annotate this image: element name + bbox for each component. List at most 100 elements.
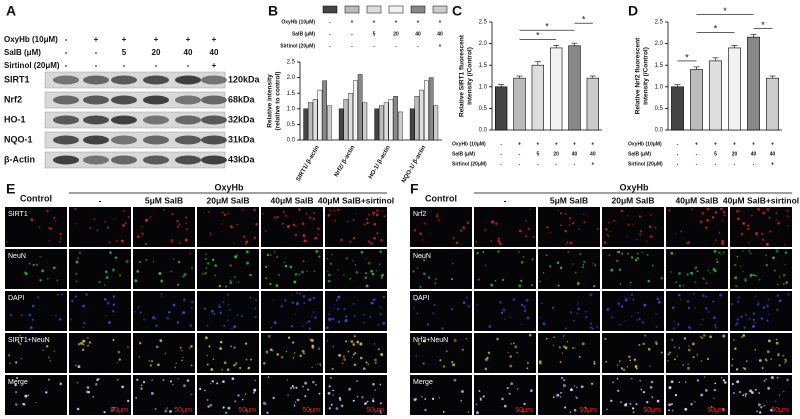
cell-signal	[340, 404, 344, 408]
cell-signal	[560, 376, 564, 380]
cell-signal	[233, 346, 236, 349]
cell-signal	[176, 225, 180, 228]
cell-signal	[722, 210, 726, 214]
cell-signal	[352, 399, 355, 402]
cell-signal	[517, 388, 519, 390]
condition-label: OxyHb (10μM)	[281, 19, 315, 25]
cell-signal	[760, 232, 764, 235]
cell-signal	[636, 252, 639, 255]
cell-signal	[140, 387, 143, 390]
cell-signal	[748, 317, 751, 320]
cell-signal	[332, 394, 334, 396]
cell-signal	[569, 411, 572, 414]
micrograph	[538, 333, 600, 373]
cell-signal	[345, 315, 348, 318]
cell-signal	[298, 292, 301, 295]
cell-signal	[177, 260, 181, 264]
cell-signal	[280, 305, 283, 308]
cell-signal	[264, 230, 267, 232]
cell-signal	[286, 225, 290, 228]
cell-signal	[784, 244, 786, 246]
cell-signal	[56, 279, 58, 282]
cell-signal	[562, 384, 566, 388]
cell-signal	[364, 276, 368, 280]
cell-signal	[139, 311, 142, 314]
cell-signal	[24, 272, 28, 276]
micrograph	[730, 291, 792, 331]
cell-signal	[209, 234, 212, 236]
cell-signal	[636, 256, 640, 260]
cell-signal	[787, 225, 789, 227]
cell-signal	[212, 358, 215, 360]
cell-signal	[580, 385, 584, 389]
cell-signal	[171, 212, 174, 215]
cell-signal	[218, 305, 221, 309]
cell-signal	[70, 318, 72, 321]
cell-signal	[624, 296, 626, 298]
micrograph	[261, 207, 323, 247]
condition-value: -	[65, 48, 68, 57]
cell-signal	[715, 239, 717, 242]
cell-signal	[417, 342, 421, 346]
cell-signal	[422, 362, 425, 365]
cell-signal	[523, 256, 525, 258]
cell-signal	[253, 236, 257, 240]
cell-signal	[356, 395, 359, 398]
cell-signal	[71, 300, 74, 303]
cell-signal	[299, 354, 302, 357]
significance-mark: *	[714, 24, 718, 34]
micrograph	[730, 375, 792, 415]
cell-signal	[206, 363, 209, 366]
cell-signal	[608, 254, 611, 257]
cell-signal	[157, 363, 160, 367]
cell-signal	[736, 217, 740, 221]
cell-signal	[315, 384, 317, 386]
cell-signal	[756, 303, 760, 306]
condition-label: SalB (μM)	[628, 151, 651, 157]
cell-signal	[531, 258, 534, 261]
cell-signal	[766, 208, 770, 211]
cell-signal	[338, 354, 341, 357]
cell-signal	[20, 314, 23, 317]
cell-signal	[546, 226, 549, 229]
bar	[766, 77, 779, 131]
cell-signal	[285, 257, 287, 259]
cell-signal	[687, 366, 690, 370]
cell-signal	[245, 358, 248, 361]
micrograph	[69, 207, 131, 247]
cell-signal	[49, 227, 53, 230]
cell-signal	[633, 358, 636, 361]
cell-signal	[283, 261, 286, 264]
cell-signal	[352, 302, 355, 305]
cell-signal	[273, 251, 276, 253]
cell-signal	[612, 381, 615, 384]
cell-signal	[529, 208, 531, 210]
condition-value: 40	[572, 151, 578, 157]
cell-signal	[777, 283, 779, 286]
cell-signal	[634, 365, 638, 368]
condition-value: -	[65, 61, 68, 70]
cell-signal	[593, 284, 596, 288]
micrograph	[666, 333, 728, 373]
cell-signal	[210, 382, 212, 385]
y-axis-label: Relative SIRT1 fluorescent	[459, 34, 466, 117]
cell-signal	[721, 239, 725, 243]
cell-signal	[416, 312, 419, 315]
cell-signal	[520, 279, 523, 282]
cell-signal	[108, 241, 111, 244]
cell-signal	[223, 324, 226, 327]
cell-signal	[718, 232, 721, 235]
cell-signal	[423, 222, 426, 225]
group-header: OxyHb	[619, 182, 649, 192]
cell-signal	[569, 311, 573, 314]
cell-signal	[327, 270, 329, 272]
condition-value: +	[695, 141, 698, 147]
cell-signal	[560, 396, 562, 398]
cell-signal	[475, 403, 478, 406]
cell-signal	[306, 321, 308, 324]
cell-signal	[576, 282, 580, 285]
cell-signal	[766, 304, 769, 308]
cell-signal	[646, 253, 649, 256]
bar	[671, 86, 684, 131]
cell-signal	[136, 270, 140, 273]
